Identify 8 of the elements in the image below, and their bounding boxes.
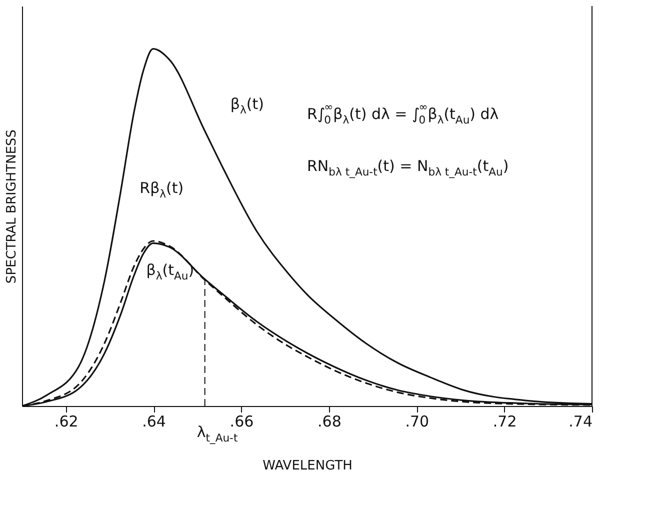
x-tick-label: .62: [54, 412, 78, 430]
x-tick-label: .74: [568, 412, 592, 430]
x-axis-title: WAVELENGTH: [262, 458, 352, 474]
y-axis-title: SPECTRAL BRIGHTNESS: [4, 129, 20, 284]
x-tick-label: .72: [492, 412, 517, 430]
x-tick-label: .70: [405, 412, 430, 430]
x-tick-label: .64: [142, 412, 166, 430]
x-tick-label: .68: [317, 412, 342, 430]
